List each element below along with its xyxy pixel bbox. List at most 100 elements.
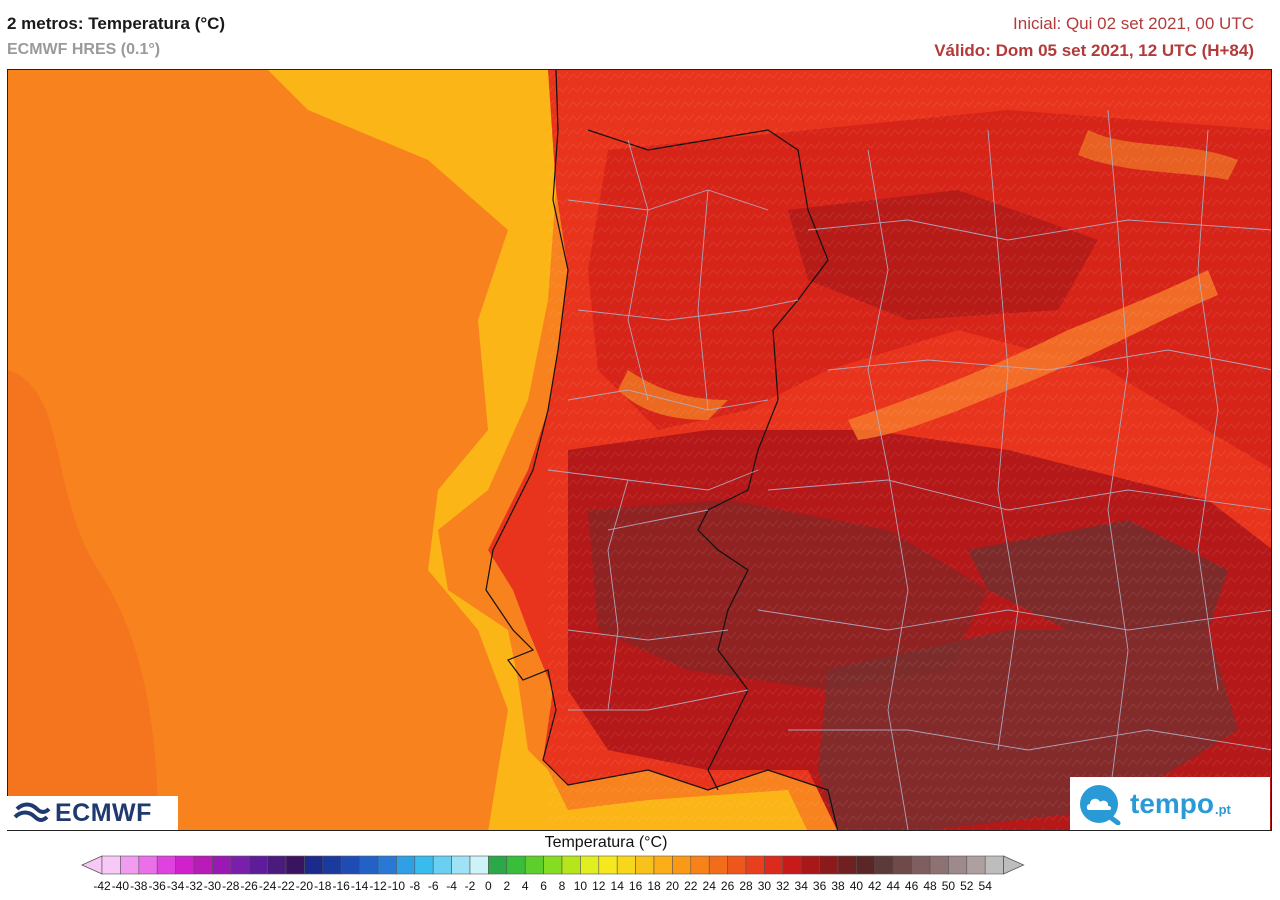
legend-tick-label: -30 bbox=[204, 879, 222, 893]
legend-tick-label: -14 bbox=[351, 879, 369, 893]
legend-swatch bbox=[782, 855, 802, 875]
legend-swatch bbox=[856, 855, 876, 875]
legend-swatch bbox=[874, 855, 894, 875]
legend-swatch bbox=[580, 855, 600, 875]
ecmwf-wave-icon bbox=[13, 802, 51, 822]
legend-swatch bbox=[764, 855, 784, 875]
legend-swatch bbox=[561, 855, 581, 875]
legend-swatch bbox=[635, 855, 655, 875]
legend-tick-label: 54 bbox=[979, 879, 993, 893]
legend-swatch bbox=[230, 855, 250, 875]
legend-swatch bbox=[598, 855, 618, 875]
legend-tick-label: 46 bbox=[905, 879, 919, 893]
legend-tick-label: -36 bbox=[149, 879, 167, 893]
legend-tick-label: 28 bbox=[739, 879, 753, 893]
legend-tick-label: 40 bbox=[850, 879, 864, 893]
coastal-sea bbox=[268, 70, 808, 830]
legend-swatch bbox=[892, 855, 912, 875]
legend-swatch bbox=[690, 855, 710, 875]
valid-time: Válido: Dom 05 set 2021, 12 UTC (H+84) bbox=[934, 41, 1254, 60]
legend-swatch bbox=[451, 855, 471, 875]
legend-tick-label: 20 bbox=[666, 879, 680, 893]
legend-tick-label: -26 bbox=[241, 879, 259, 893]
legend-swatch bbox=[745, 855, 765, 875]
legend-tick-label: 32 bbox=[776, 879, 790, 893]
legend-swatch bbox=[193, 855, 213, 875]
legend-tick-label: 48 bbox=[923, 879, 937, 893]
legend-swatch bbox=[672, 855, 692, 875]
legend-tick-label: -40 bbox=[112, 879, 130, 893]
legend-swatch bbox=[120, 855, 140, 875]
legend-tick-label: -28 bbox=[222, 879, 240, 893]
legend-tick-label: 42 bbox=[868, 879, 882, 893]
ecmwf-logo: ECMWF bbox=[7, 796, 178, 830]
legend-tick-label: 22 bbox=[684, 879, 698, 893]
model-label: ECMWF HRES (0.1°) bbox=[7, 41, 161, 58]
map-title: 2 metros: Temperatura (°C) bbox=[7, 14, 226, 33]
legend-tick-label: 34 bbox=[795, 879, 809, 893]
legend-swatch bbox=[506, 855, 526, 875]
legend-swatch bbox=[543, 855, 563, 875]
map-canvas bbox=[8, 70, 1271, 830]
legend-swatch bbox=[948, 855, 968, 875]
legend-tick-label: -38 bbox=[130, 879, 148, 893]
legend-swatch bbox=[800, 855, 820, 875]
legend-tick-label: 50 bbox=[942, 879, 956, 893]
legend-tick-label: -20 bbox=[296, 879, 314, 893]
temperature-map[interactable] bbox=[7, 69, 1272, 831]
legend-tick-label: -4 bbox=[446, 879, 457, 893]
legend-swatch bbox=[432, 855, 452, 875]
legend-tick-label: 0 bbox=[485, 879, 492, 893]
legend-tick-label: -10 bbox=[388, 879, 406, 893]
ecmwf-logo-text: ECMWF bbox=[55, 798, 152, 827]
legend-tick-label: -18 bbox=[314, 879, 332, 893]
legend-swatch bbox=[377, 855, 397, 875]
legend-swatch bbox=[340, 855, 360, 875]
legend-swatch bbox=[156, 855, 176, 875]
legend-tick-label: 16 bbox=[629, 879, 643, 893]
legend-swatch bbox=[267, 855, 287, 875]
legend-tick-label: -8 bbox=[409, 879, 420, 893]
legend-tick-label: 36 bbox=[813, 879, 827, 893]
legend-arrow-min bbox=[81, 855, 103, 875]
legend-swatch bbox=[727, 855, 747, 875]
tempo-logo-text: tempo bbox=[1130, 787, 1214, 819]
legend-swatch bbox=[285, 855, 305, 875]
legend-swatch bbox=[488, 855, 508, 875]
legend-tick-label: 18 bbox=[647, 879, 661, 893]
legend-swatch bbox=[175, 855, 195, 875]
legend-tick-label: 4 bbox=[522, 879, 529, 893]
legend-swatch bbox=[359, 855, 379, 875]
legend-tick-label: 44 bbox=[887, 879, 901, 893]
coastline bbox=[485, 70, 839, 830]
legend-tick-label: 10 bbox=[574, 879, 588, 893]
legend-tick-label: -6 bbox=[428, 879, 439, 893]
legend-swatch bbox=[524, 855, 544, 875]
legend-swatch bbox=[653, 855, 673, 875]
legend-tick-label: 38 bbox=[831, 879, 845, 893]
legend-tick-label: 52 bbox=[960, 879, 974, 893]
legend-tick-label: 14 bbox=[611, 879, 625, 893]
legend-arrow-max bbox=[1003, 855, 1025, 875]
country-border bbox=[587, 129, 829, 791]
legend-swatch bbox=[819, 855, 839, 875]
initial-time: Inicial: Qui 02 set 2021, 00 UTC bbox=[1013, 14, 1254, 33]
legend-swatch bbox=[304, 855, 324, 875]
legend-swatch bbox=[708, 855, 728, 875]
legend-tick-label: -22 bbox=[277, 879, 295, 893]
legend-tick-label: -2 bbox=[465, 879, 476, 893]
legend-swatch bbox=[101, 855, 121, 875]
legend-tick-label: -42 bbox=[93, 879, 111, 893]
legend-tick-label: -24 bbox=[259, 879, 277, 893]
legend-swatch bbox=[248, 855, 268, 875]
legend-tick-label: 26 bbox=[721, 879, 735, 893]
legend-swatch bbox=[837, 855, 857, 875]
tempo-logo-suffix: .pt bbox=[1215, 802, 1231, 817]
tempo-logo: tempo .pt bbox=[1070, 777, 1270, 830]
legend-tick-label: 24 bbox=[703, 879, 717, 893]
legend-swatch bbox=[911, 855, 931, 875]
legend-swatch bbox=[616, 855, 636, 875]
legend-title: Temperatura (°C) bbox=[544, 834, 668, 851]
legend-swatch bbox=[396, 855, 416, 875]
legend-tick-label: -16 bbox=[333, 879, 351, 893]
